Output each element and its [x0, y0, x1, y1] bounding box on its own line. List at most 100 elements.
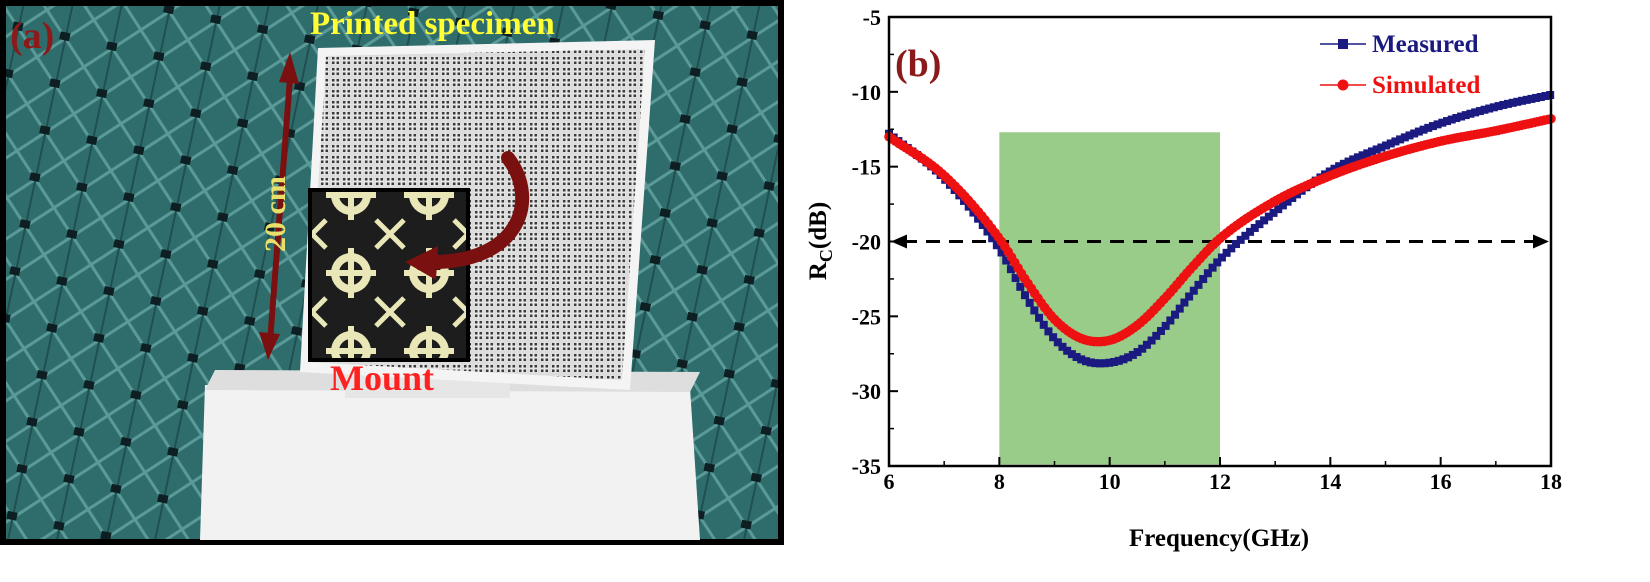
data-point: [1330, 164, 1339, 173]
x-axis-label: Frequency(GHz): [1129, 525, 1309, 552]
dimension-label: 20 cm: [259, 176, 292, 252]
mount-label: Mount: [330, 358, 434, 398]
data-point: [1067, 350, 1076, 359]
data-point: [1049, 333, 1058, 342]
data-point: [1527, 94, 1536, 103]
data-point: [1536, 92, 1545, 101]
anechoic-chamber-photo: (a) Printed specimen 20 cm Mount: [0, 0, 784, 545]
data-point: [1030, 306, 1039, 315]
panel-a-label: (a): [10, 15, 54, 57]
data-point: [1110, 357, 1119, 366]
data-point: [1044, 327, 1053, 336]
y-tick-label: -5: [863, 5, 881, 30]
data-point: [1142, 340, 1151, 349]
reference-arrow-left: [891, 234, 907, 249]
data-point: [1077, 355, 1086, 364]
data-point: [1522, 95, 1531, 104]
specimen-label: Printed specimen: [310, 6, 555, 42]
x-tick-label: 14: [1319, 469, 1341, 494]
data-point: [1119, 355, 1128, 364]
data-point: [1471, 108, 1480, 117]
data-point: [1353, 153, 1362, 162]
data-point: [1203, 269, 1212, 278]
data-point: [1236, 235, 1245, 244]
data-point: [969, 208, 978, 217]
x-tick-label: 12: [1209, 469, 1231, 494]
y-tick-label: -35: [852, 454, 881, 479]
data-point: [1185, 292, 1194, 301]
data-point: [988, 234, 997, 243]
y-tick-label: -30: [852, 379, 881, 404]
data-point: [1227, 244, 1236, 253]
data-point: [1344, 157, 1353, 166]
data-point: [1222, 248, 1231, 257]
data-point: [1475, 107, 1484, 116]
data-point: [983, 227, 992, 236]
data-point: [1499, 100, 1508, 109]
data-point: [1217, 253, 1226, 262]
data-point: [1377, 143, 1386, 152]
y-axis-label: RC(dB): [805, 202, 836, 280]
data-point: [1025, 298, 1034, 307]
data-point: [1138, 344, 1147, 353]
data-point: [1405, 131, 1414, 140]
data-point: [1532, 93, 1541, 102]
data-point: [1269, 208, 1278, 217]
data-point: [1128, 350, 1137, 359]
series-group: [884, 91, 1556, 368]
data-point: [1349, 155, 1358, 164]
data-point: [1433, 120, 1442, 129]
data-point: [1016, 282, 1025, 291]
ticks-group: 6 8 10 12 14 16 18 -5 -10 -15 -20 -25 -30 -35: [852, 5, 1562, 494]
data-point: [1541, 92, 1550, 101]
data-point: [1058, 342, 1067, 351]
reference-line-group: [891, 234, 1549, 249]
y-axis-label-sub: C: [816, 249, 836, 262]
data-point: [1503, 99, 1512, 108]
data-point: [1124, 353, 1133, 362]
reference-arrow-right: [1533, 234, 1549, 249]
y-axis-label-main: R: [805, 261, 832, 280]
data-point: [1208, 263, 1217, 272]
dimension-arrow-bottom: [259, 332, 280, 360]
data-point: [1152, 331, 1161, 340]
data-point: [1039, 320, 1048, 329]
data-point: [1372, 145, 1381, 154]
data-point: [1199, 275, 1208, 284]
data-point: [1166, 316, 1175, 325]
legend-measured-marker: [1338, 39, 1348, 49]
data-point: [1335, 162, 1344, 171]
data-point: [992, 241, 1001, 250]
data-point: [1096, 359, 1105, 368]
data-point: [1091, 359, 1100, 368]
data-point: [1339, 159, 1348, 168]
unit-cell-inset: [308, 188, 470, 362]
y-tick-label: -25: [852, 304, 881, 329]
data-point: [1213, 258, 1222, 267]
series-simulated: [884, 113, 1556, 347]
data-point: [1278, 201, 1287, 210]
data-point: [1457, 112, 1466, 121]
legend-simulated-marker: [1337, 79, 1349, 91]
data-point: [1438, 118, 1447, 127]
data-point: [1020, 291, 1029, 300]
data-point: [1133, 348, 1142, 357]
data-point: [1428, 122, 1437, 131]
legend: Measured Simulated: [1320, 31, 1480, 99]
data-point: [1367, 147, 1376, 156]
reflection-chart: 6 8 10 12 14 16 18 -5 -10 -15 -20 -25 -30 -35 (b) Mea…: [805, 5, 1562, 552]
data-point: [997, 248, 1006, 257]
data-point: [1264, 212, 1273, 221]
data-point: [1072, 353, 1081, 362]
data-point: [1002, 256, 1011, 265]
data-point: [1171, 310, 1180, 319]
data-point: [1400, 133, 1409, 142]
y-tick-label: -10: [852, 80, 881, 105]
data-point: [1489, 103, 1498, 112]
data-point: [1260, 216, 1269, 225]
data-point: [1246, 227, 1255, 236]
x-tick-label: 8: [994, 469, 1005, 494]
dimension-arrow-top: [279, 52, 299, 84]
data-point: [1386, 139, 1395, 148]
data-point: [1011, 274, 1020, 283]
